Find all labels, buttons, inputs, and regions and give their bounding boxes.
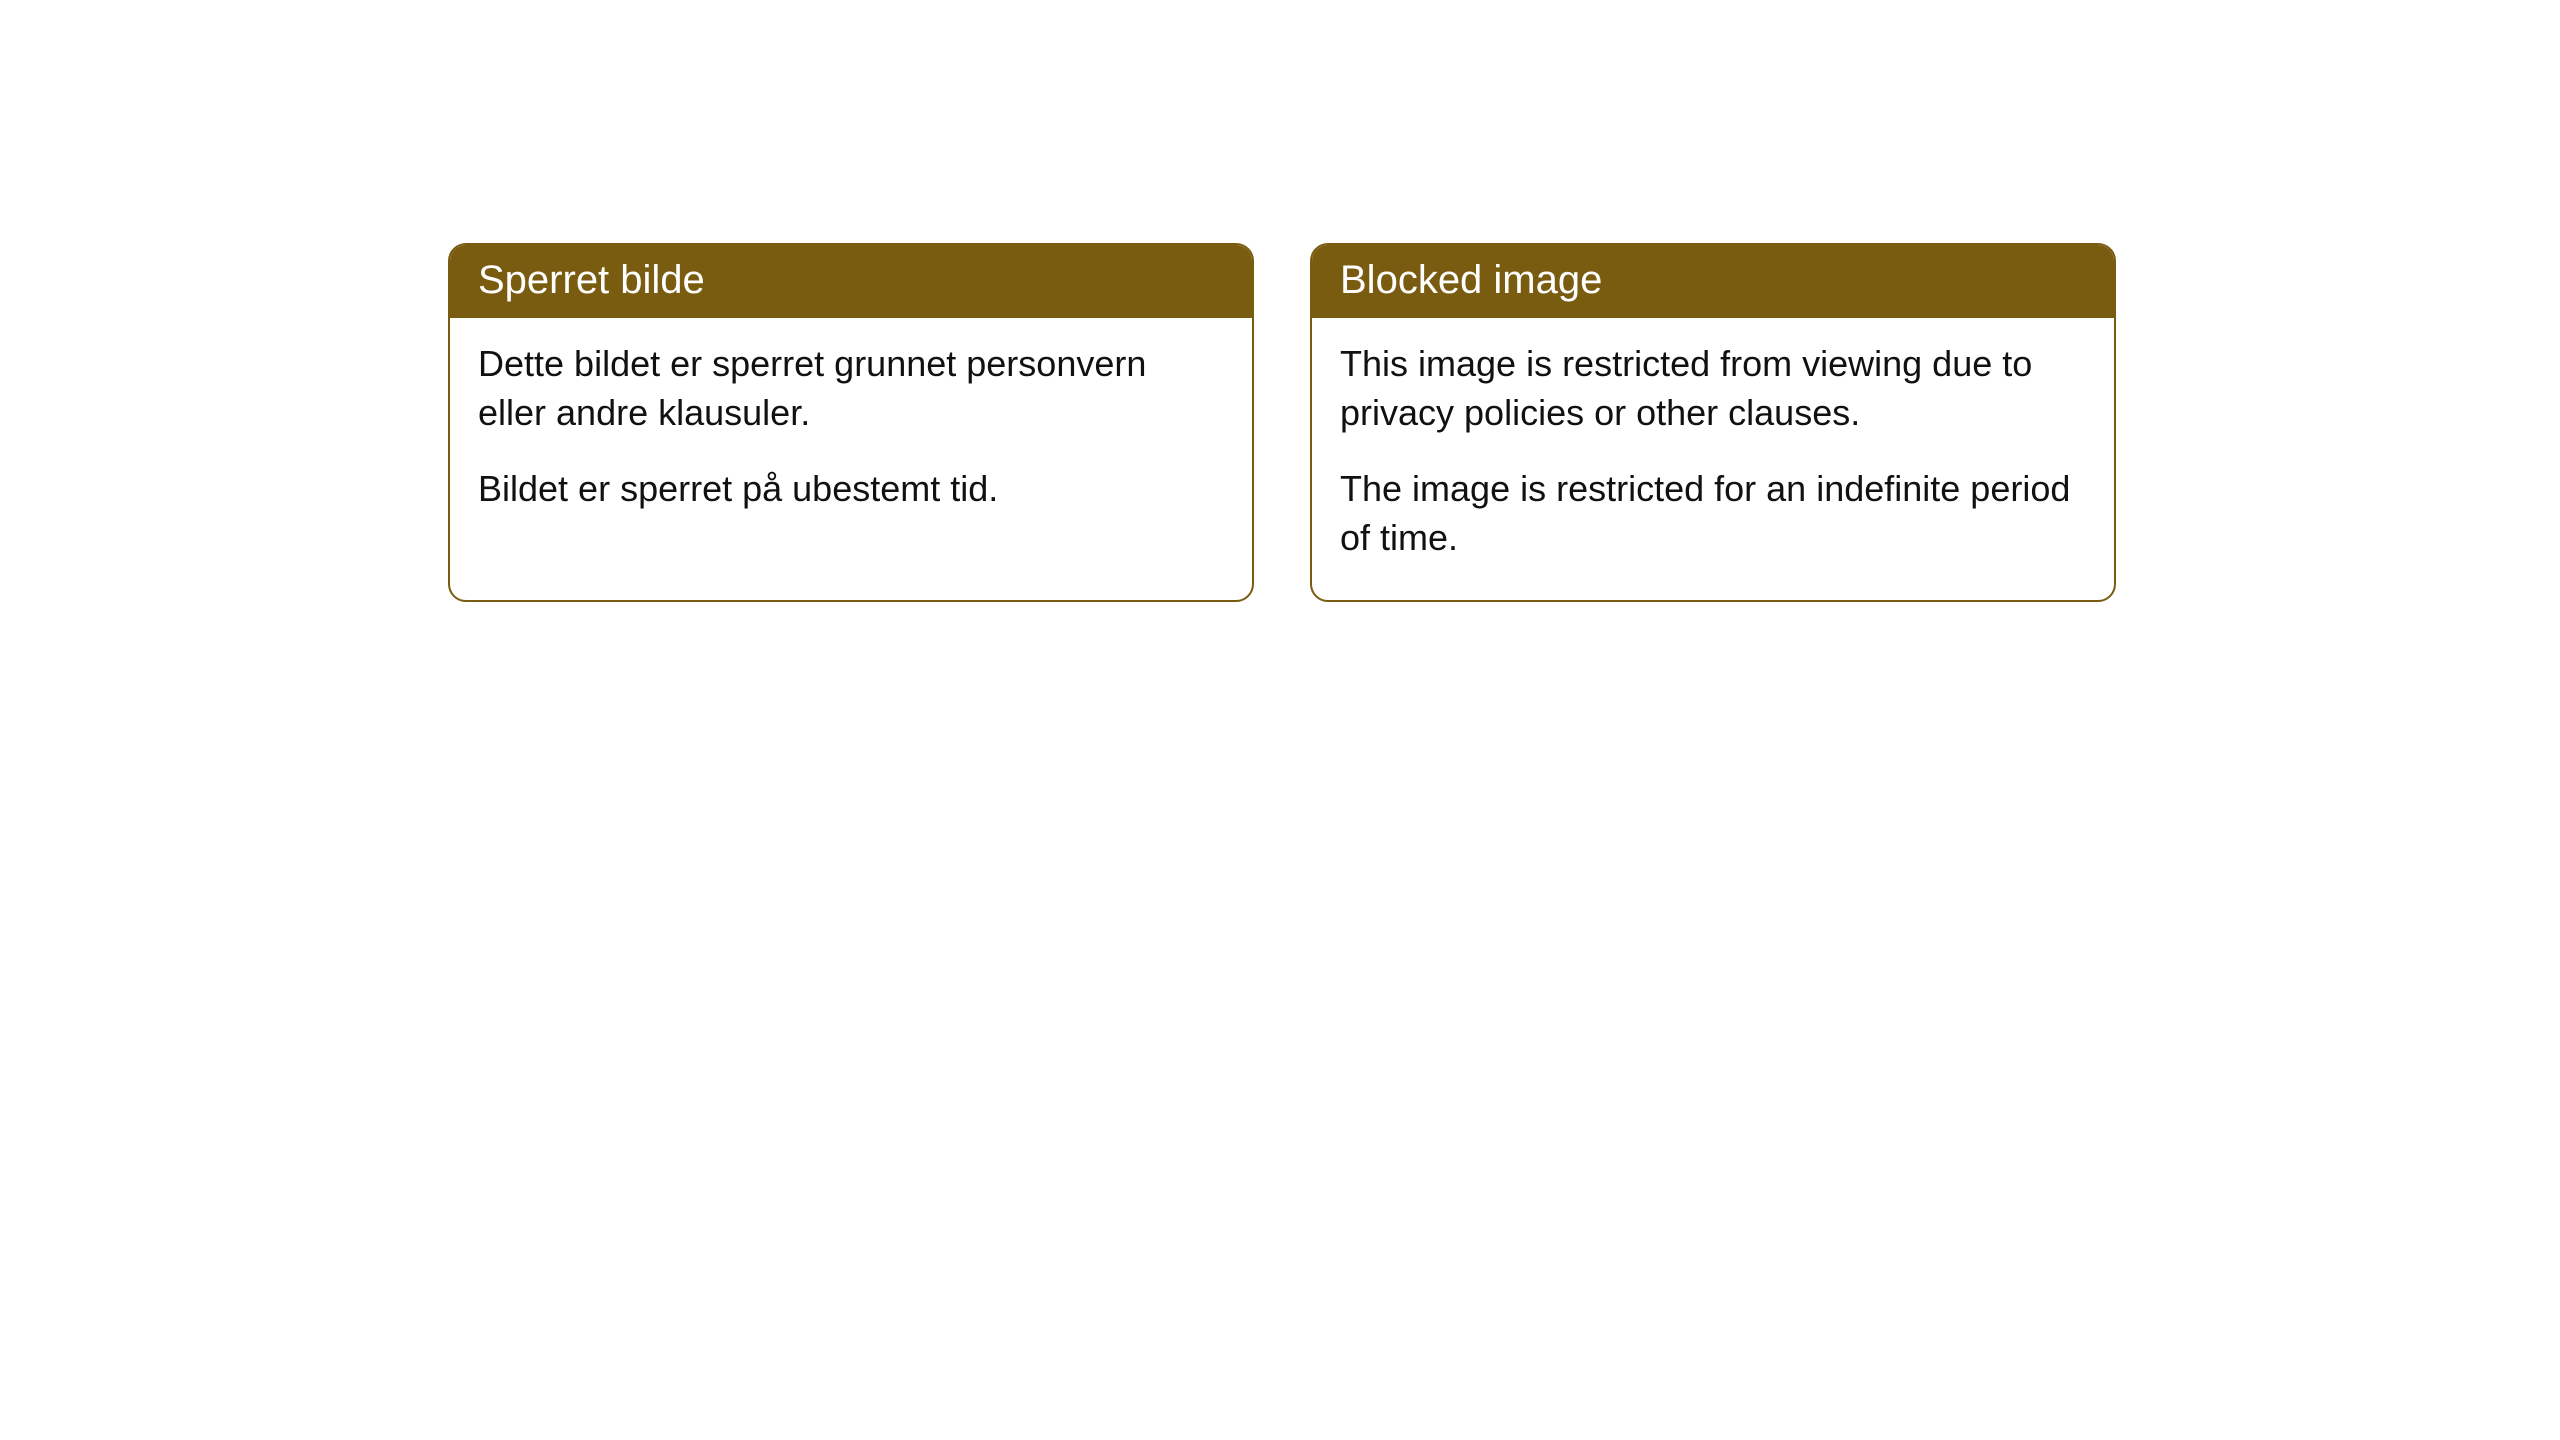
card-title: Blocked image xyxy=(1340,258,1602,302)
card-paragraph: The image is restricted for an indefinit… xyxy=(1340,465,2086,562)
card-body-english: This image is restricted from viewing du… xyxy=(1312,318,2114,600)
card-paragraph: This image is restricted from viewing du… xyxy=(1340,340,2086,437)
card-body-norwegian: Dette bildet er sperret grunnet personve… xyxy=(450,318,1252,552)
card-header-english: Blocked image xyxy=(1312,245,2114,318)
notice-cards-container: Sperret bilde Dette bildet er sperret gr… xyxy=(0,0,2560,602)
card-paragraph: Bildet er sperret på ubestemt tid. xyxy=(478,465,1224,514)
notice-card-norwegian: Sperret bilde Dette bildet er sperret gr… xyxy=(448,243,1254,602)
card-title: Sperret bilde xyxy=(478,258,705,302)
card-paragraph: Dette bildet er sperret grunnet personve… xyxy=(478,340,1224,437)
notice-card-english: Blocked image This image is restricted f… xyxy=(1310,243,2116,602)
card-header-norwegian: Sperret bilde xyxy=(450,245,1252,318)
